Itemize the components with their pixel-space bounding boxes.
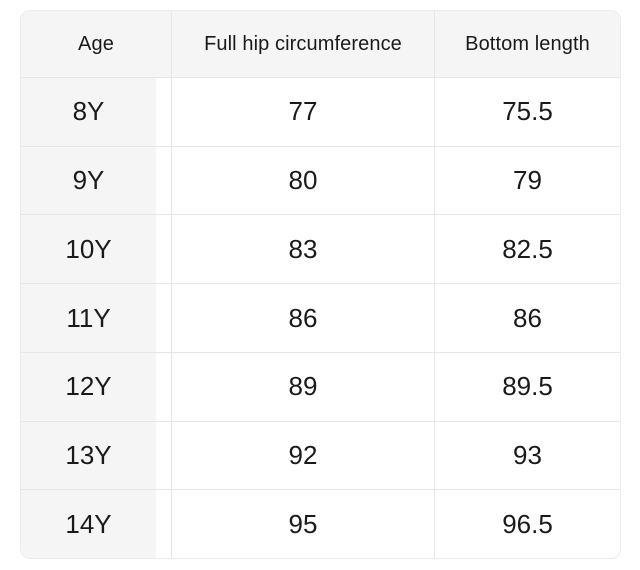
hip-value-cell: 89	[171, 352, 434, 421]
bottom-length-value-cell: 75.5	[434, 78, 620, 146]
bottom-length-value-cell: 89.5	[434, 352, 620, 421]
column-spacer	[156, 78, 171, 146]
bottom-length-value-cell: 96.5	[434, 490, 620, 558]
hip-value-cell: 95	[171, 490, 434, 558]
column-spacer	[156, 146, 171, 215]
size-guide-table: Age Full hip circumference Bottom length…	[20, 10, 621, 559]
bottom-length-value-cell: 93	[434, 421, 620, 490]
age-cell: 13Y	[21, 421, 156, 490]
header-cell-age: Age	[21, 11, 171, 77]
hip-value-cell: 86	[171, 284, 434, 352]
header-cell-full-hip-circumference: Full hip circumference	[171, 11, 434, 77]
column-spacer	[156, 352, 171, 421]
age-cell: 10Y	[21, 215, 156, 284]
header-age-label: Age	[78, 32, 114, 55]
column-spacer	[156, 421, 171, 490]
table-header-row: Age Full hip circumference Bottom length	[21, 11, 620, 78]
table-row: 9Y 80 79	[21, 146, 620, 216]
hip-value-cell: 77	[171, 78, 434, 146]
table-row: 12Y 89 89.5	[21, 352, 620, 422]
header-bottom-length-label: Bottom length	[465, 32, 590, 55]
age-cell: 12Y	[21, 352, 156, 421]
hip-value-cell: 80	[171, 146, 434, 215]
bottom-length-value-cell: 79	[434, 146, 620, 215]
table-row: 14Y 95 96.5	[21, 490, 620, 558]
age-cell: 11Y	[21, 284, 156, 352]
table-row: 8Y 77 75.5	[21, 78, 620, 147]
age-cell: 14Y	[21, 490, 156, 558]
header-hip-label: Full hip circumference	[204, 32, 402, 55]
column-spacer	[156, 215, 171, 284]
column-spacer	[156, 284, 171, 352]
header-cell-bottom-length: Bottom length	[434, 11, 620, 77]
hip-value-cell: 83	[171, 215, 434, 284]
table-row: 13Y 92 93	[21, 421, 620, 491]
age-cell: 8Y	[21, 78, 156, 146]
hip-value-cell: 92	[171, 421, 434, 490]
column-spacer	[156, 490, 171, 558]
table-row: 10Y 83 82.5	[21, 215, 620, 285]
table-row: 11Y 86 86	[21, 284, 620, 353]
bottom-length-value-cell: 86	[434, 284, 620, 352]
bottom-length-value-cell: 82.5	[434, 215, 620, 284]
age-cell: 9Y	[21, 146, 156, 215]
